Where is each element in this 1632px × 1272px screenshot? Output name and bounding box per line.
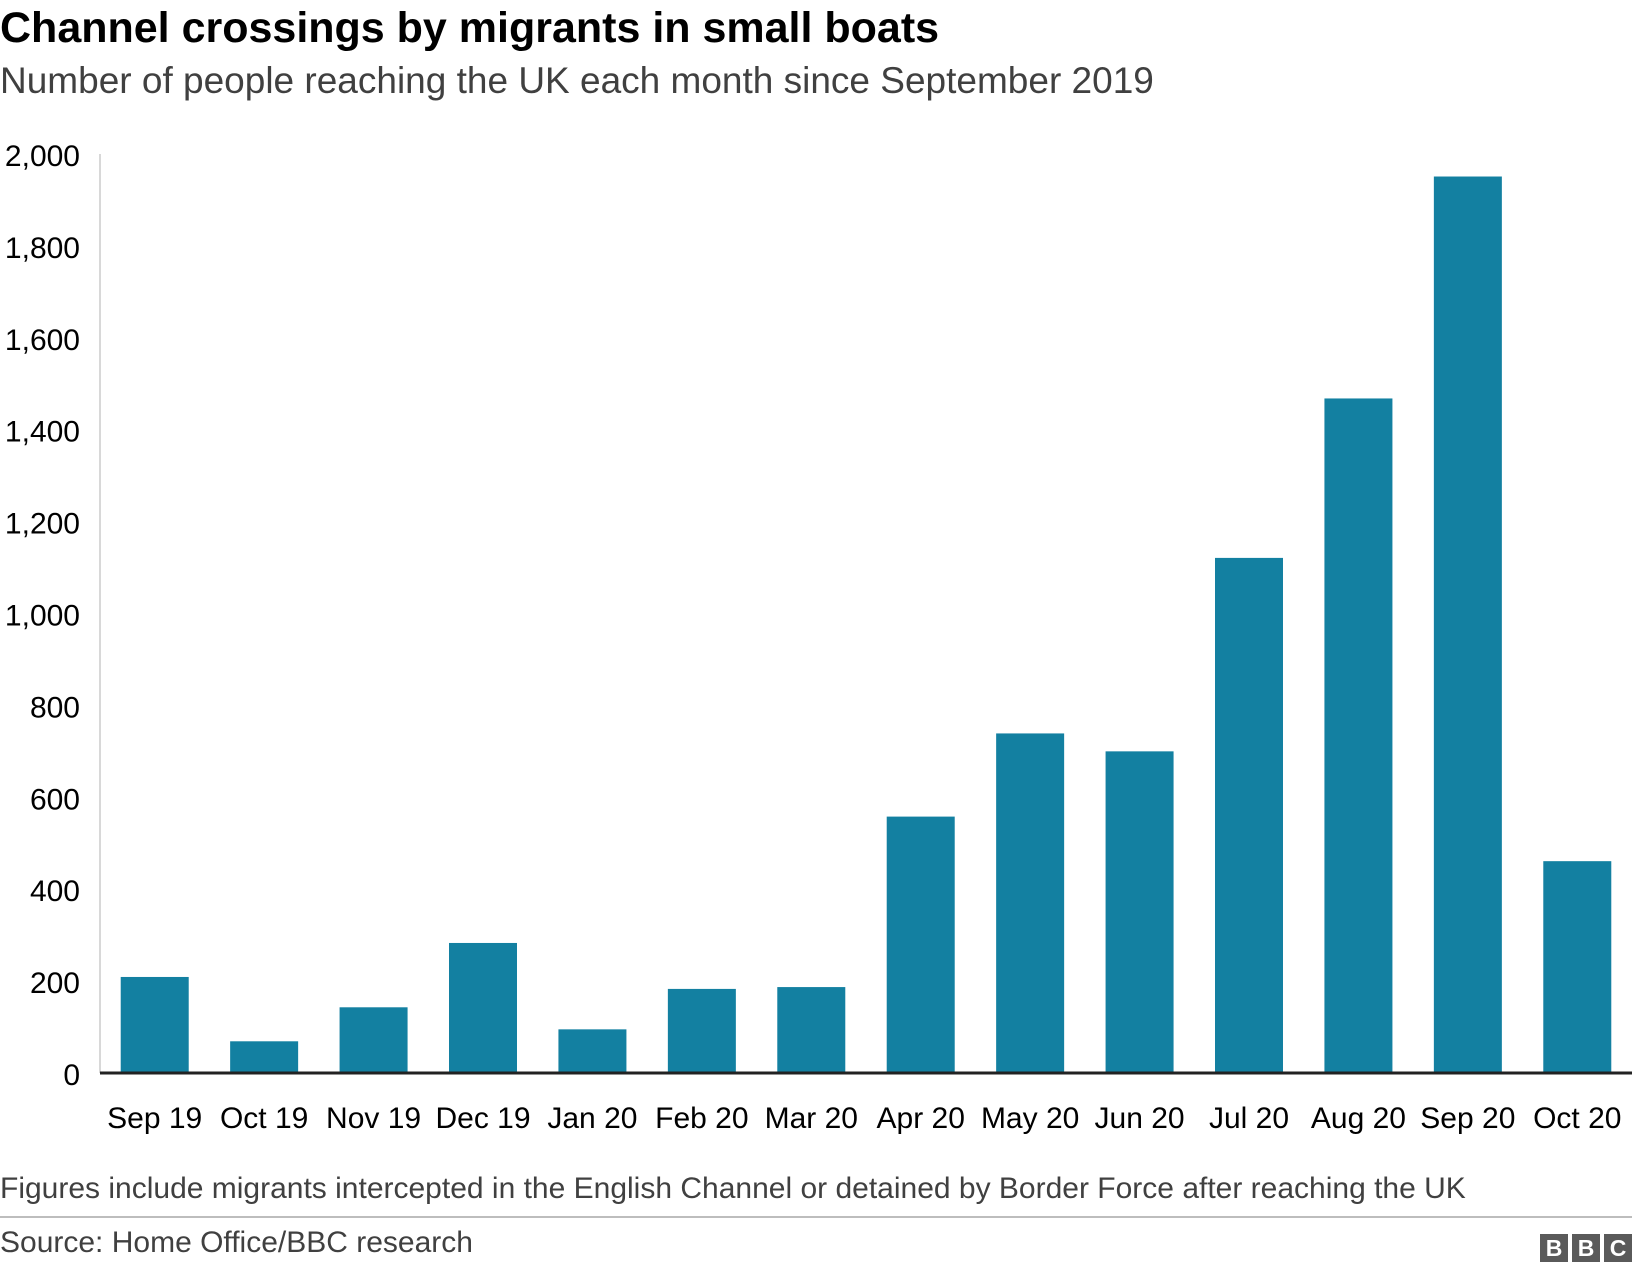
x-tick-label: Sep 19 <box>107 1102 202 1135</box>
bbc-logo: B B C <box>1540 1234 1632 1262</box>
y-tick-label: 1,000 <box>5 600 80 633</box>
bar-oct-20 <box>1543 861 1612 1073</box>
bar-dec-19 <box>449 942 517 1073</box>
bar-jul-20 <box>1215 557 1283 1073</box>
bar-aug-20 <box>1324 398 1393 1074</box>
y-tick-label: 600 <box>30 783 80 816</box>
x-tick-label: Mar 20 <box>765 1102 858 1135</box>
source-credit: Source: Home Office/BBC research <box>0 1226 473 1259</box>
x-tick-label: Nov 19 <box>326 1102 421 1135</box>
bar-feb-20 <box>667 988 736 1073</box>
x-tick-label: Jun 20 <box>1095 1102 1185 1135</box>
x-tick-label: May 20 <box>981 1102 1079 1135</box>
x-tick-label: Jan 20 <box>547 1102 637 1135</box>
x-axis: Sep 19 Oct 19 Nov 19 Dec 19 Jan 20 Feb 20 Mar … <box>100 1071 1632 1135</box>
y-tick-label: 800 <box>30 691 80 724</box>
x-tick-label: Feb 20 <box>655 1102 748 1135</box>
chart-subtitle: Number of people reaching the UK each mo… <box>0 60 1154 101</box>
x-tick-label: Sep 20 <box>1420 1102 1515 1135</box>
bar-apr-20 <box>886 816 955 1073</box>
bar-sep-20 <box>1433 176 1502 1073</box>
bar-oct-19 <box>230 1041 299 1073</box>
bar-jun-20 <box>1105 751 1174 1073</box>
y-tick-label: 2,000 <box>5 140 80 173</box>
bar-chart: 0 200 400 600 800 1,000 1,200 1,400 1,600 1,800 2,… <box>5 140 1632 1135</box>
x-tick-label: Oct 19 <box>220 1102 308 1135</box>
bars <box>120 176 1612 1074</box>
y-tick-label: 400 <box>30 875 80 908</box>
x-tick-label: Apr 20 <box>877 1102 965 1135</box>
bbc-logo-letter: B <box>1540 1234 1568 1262</box>
y-tick-label: 1,800 <box>5 232 80 265</box>
bbc-logo-letter: C <box>1604 1234 1632 1262</box>
y-tick-label: 200 <box>30 967 80 1000</box>
footnote: Figures include migrants intercepted in … <box>0 1172 1466 1205</box>
bar-may-20 <box>996 733 1065 1073</box>
x-tick-label: Oct 20 <box>1533 1102 1621 1135</box>
y-tick-label: 1,600 <box>5 324 80 357</box>
y-axis: 0 200 400 600 800 1,000 1,200 1,400 1,600 1,800 2,… <box>5 140 101 1092</box>
bar-mar-20 <box>777 987 846 1073</box>
bar-nov-19 <box>339 1007 408 1073</box>
chart-title: Channel crossings by migrants in small b… <box>0 4 940 52</box>
x-tick-label: Jul 20 <box>1209 1102 1289 1135</box>
bar-jan-20 <box>558 1029 627 1073</box>
bar-sep-19 <box>120 976 189 1073</box>
y-tick-label: 1,400 <box>5 416 80 449</box>
y-tick-label: 0 <box>63 1059 80 1092</box>
footer-divider <box>0 1216 1632 1218</box>
bbc-logo-letter: B <box>1572 1234 1600 1262</box>
y-tick-label: 1,200 <box>5 508 80 541</box>
x-tick-label: Aug 20 <box>1311 1102 1406 1135</box>
x-tick-label: Dec 19 <box>435 1102 530 1135</box>
